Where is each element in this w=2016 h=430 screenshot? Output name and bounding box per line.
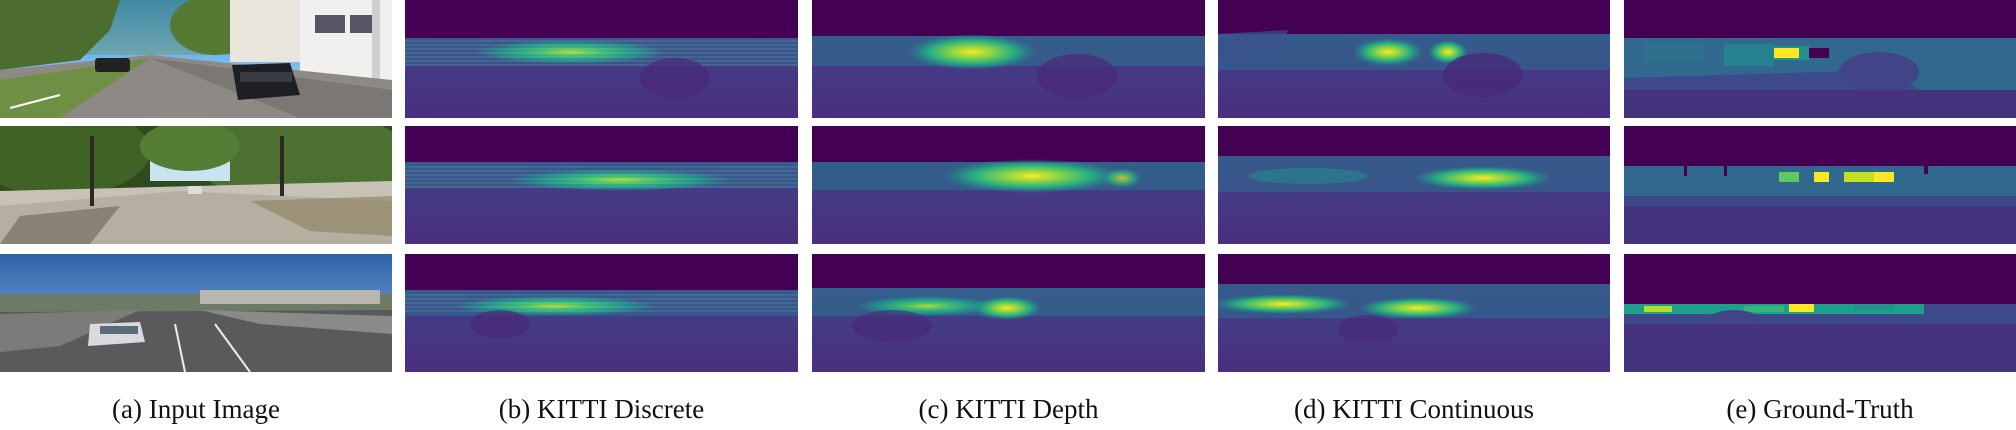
kitti-continuous-row-1	[1218, 0, 1610, 118]
kitti-discrete-row-3	[405, 254, 798, 372]
input-image-row-3	[0, 254, 392, 372]
kitti-continuous-row-3	[1218, 254, 1610, 372]
kitti-depth-row-3	[812, 254, 1205, 372]
caption-kitti-continuous: (d) KITTI Continuous	[1294, 394, 1534, 424]
caption-kitti-discrete: (b) KITTI Discrete	[498, 394, 705, 424]
caption-ground-truth: (e) Ground-Truth	[1726, 394, 1914, 424]
kitti-discrete-row-1	[405, 0, 798, 118]
kitti-depth-row-2	[812, 126, 1205, 244]
ground-truth-row-2	[1624, 126, 2016, 244]
input-image-row-1	[0, 0, 392, 118]
kitti-discrete-row-2	[405, 126, 798, 244]
ground-truth-row-1	[1624, 0, 2016, 118]
caption-input-image: (a) Input Image	[112, 394, 280, 424]
input-image-row-2	[0, 126, 392, 244]
caption-kitti-depth: (c) KITTI Depth	[918, 394, 1099, 424]
kitti-depth-row-1	[812, 0, 1205, 118]
ground-truth-row-3	[1624, 254, 2016, 372]
kitti-continuous-row-2	[1218, 126, 1610, 244]
